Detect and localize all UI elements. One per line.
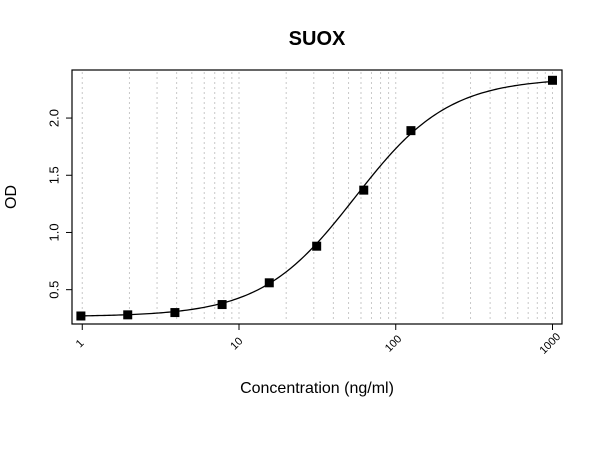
x-tick-label: 1000 [537,331,563,357]
grid-layer [81,72,553,322]
data-point [547,75,557,85]
data-point [312,241,322,251]
plot-frame [71,69,563,325]
data-point [264,278,274,288]
data-point [217,300,227,310]
y-tick-label: 2.0 [47,109,62,127]
y-tick-label: 1.0 [47,223,62,241]
x-axis: 1 10 100 1000 [74,324,563,357]
x-axis-label: Concentration (ng/ml) [240,380,394,397]
data-point [170,308,180,318]
x-tick-label: 10 [228,335,245,352]
data-point [359,185,369,195]
fit-curve [80,80,553,317]
point-layer [76,75,557,321]
y-tick-label: 1.5 [47,166,62,184]
x-tick-label: 100 [383,333,404,354]
data-point [123,310,133,320]
chart-title: SUOX [289,28,346,50]
y-axis: 0.5 1.0 1.5 2.0 [47,109,72,299]
x-tick-label: 1 [74,337,87,350]
curve-layer [80,80,553,317]
data-point [406,126,416,136]
y-tick-label: 0.5 [47,281,62,299]
data-point [76,311,86,321]
y-axis-label: OD [3,185,20,209]
